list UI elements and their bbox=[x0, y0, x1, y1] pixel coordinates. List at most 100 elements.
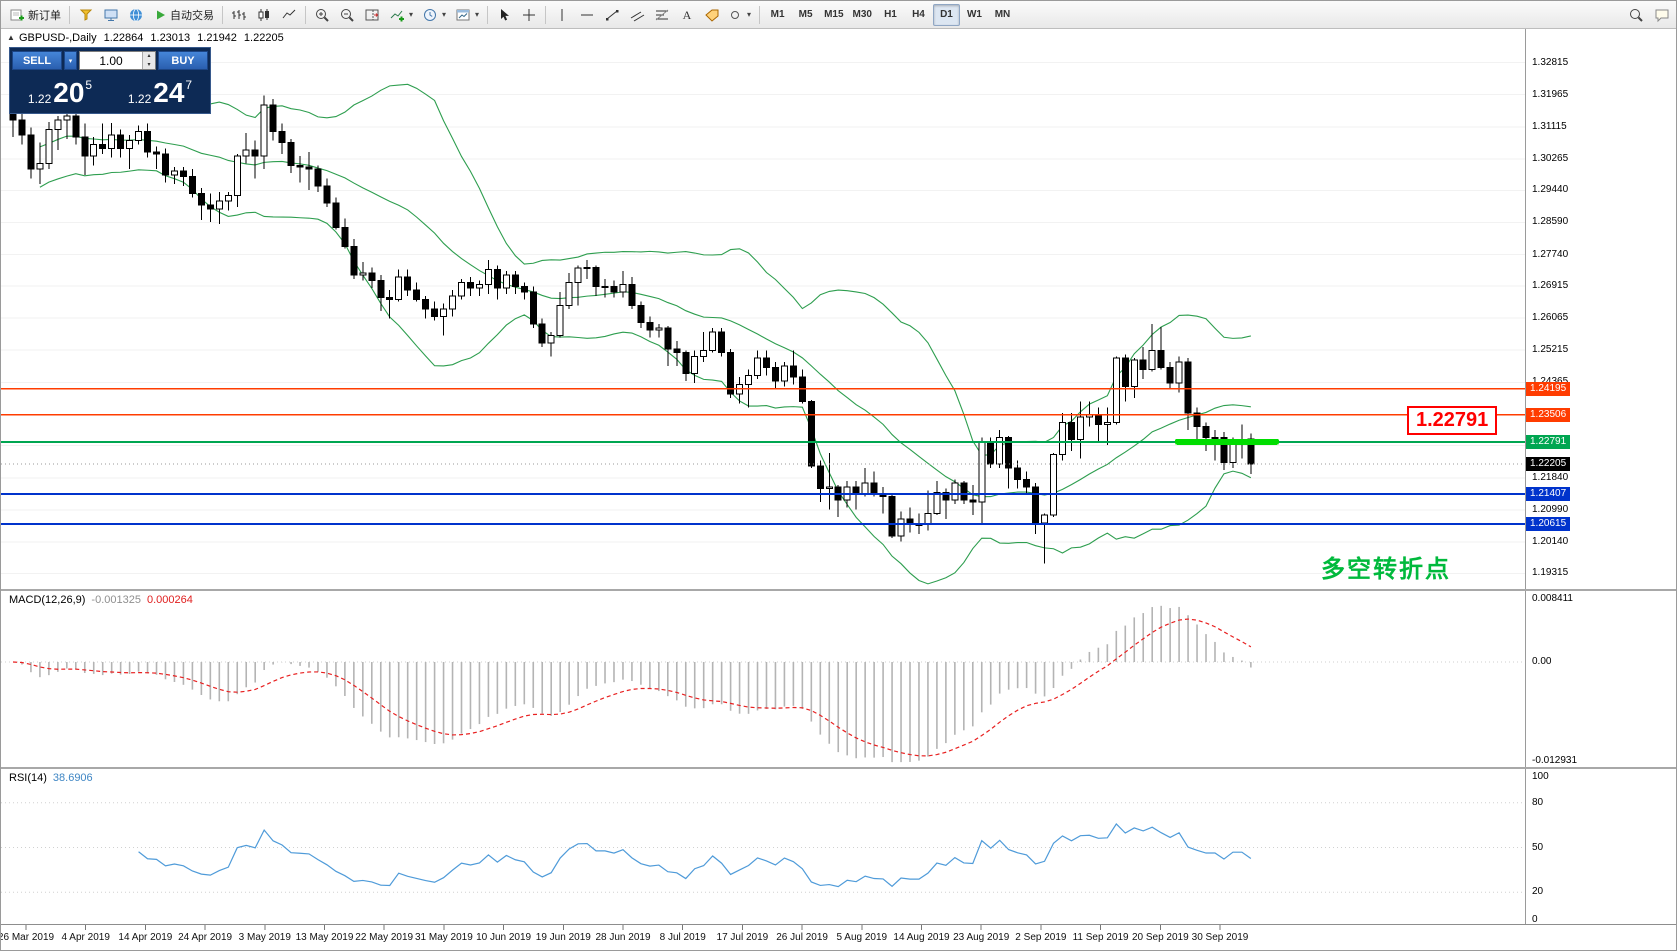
ohlc-close: 1.22205 bbox=[243, 32, 284, 44]
horizontal-line-icon bbox=[581, 14, 594, 15]
templates-dropdown-button[interactable]: ▾ bbox=[451, 4, 483, 26]
metaeditor-icon bbox=[79, 9, 93, 21]
zoom-in-button[interactable] bbox=[310, 4, 334, 26]
volume-value[interactable]: 1.00 bbox=[99, 53, 123, 68]
time-axis-label: 31 May 2019 bbox=[414, 932, 473, 943]
shapes-dropdown-button[interactable]: ▾ bbox=[725, 4, 755, 26]
zoom-out-icon bbox=[341, 8, 354, 22]
timeframe-h4-button[interactable]: H4 bbox=[912, 9, 925, 20]
line-chart-button[interactable] bbox=[277, 4, 301, 26]
chart-shift-button[interactable] bbox=[360, 4, 384, 26]
toolbar-separator bbox=[222, 5, 223, 24]
indicators-dropdown-button[interactable]: ▾ bbox=[385, 4, 417, 26]
price-tick-label: 1.29440 bbox=[1532, 184, 1569, 196]
bar-chart-button[interactable] bbox=[227, 4, 251, 26]
ohlc-open: 1.22864 bbox=[103, 32, 144, 44]
toolbar-separator bbox=[487, 5, 489, 24]
sell-order-dropdown[interactable]: ▾ bbox=[64, 51, 77, 70]
turning-point-note[interactable]: 多空转折点 bbox=[1321, 556, 1451, 583]
toolbar: 新订单 自动交易 ▾ ▾ ▾ A ▾ M1 M5 bbox=[1, 1, 1676, 29]
toolbar-separator bbox=[69, 5, 70, 24]
text-icon: A bbox=[683, 8, 692, 22]
pivot-price-label: 1.22791 bbox=[1526, 434, 1571, 449]
channel-button[interactable] bbox=[625, 4, 649, 26]
pivot-price-callout[interactable]: 1.22791 bbox=[1407, 405, 1498, 435]
price-tick-label: 1.21840 bbox=[1532, 471, 1569, 483]
price-tick-label: 1.31965 bbox=[1532, 88, 1569, 100]
toolbar-right-group bbox=[1624, 4, 1674, 26]
trendline-button[interactable] bbox=[600, 4, 624, 26]
time-axis[interactable]: 26 Mar 2019 4 Apr 2019 14 Apr 2019 24 Apr 2… bbox=[0, 926, 1676, 950]
one-click-collapse-arrow[interactable]: ▲ bbox=[7, 33, 15, 42]
volume-down-button[interactable]: ▾ bbox=[147, 61, 151, 68]
crosshair-button[interactable] bbox=[517, 4, 541, 26]
time-axis-label: 28 Jun 2019 bbox=[595, 932, 651, 943]
time-ticks-layer bbox=[25, 924, 1221, 930]
timeframe-m15-button[interactable]: M15 bbox=[824, 9, 844, 20]
time-axis-label: 26 Jul 2019 bbox=[776, 932, 828, 943]
search-button[interactable] bbox=[1624, 4, 1648, 26]
timeframe-m5-button[interactable]: M5 bbox=[798, 9, 813, 20]
macd-rsi-splitter[interactable] bbox=[1, 767, 1676, 769]
bid-price-label: 1.22205 bbox=[1526, 456, 1571, 471]
timeframe-mn-button[interactable]: MN bbox=[994, 9, 1011, 20]
volume-field[interactable]: 1.00 ▴ ▾ bbox=[79, 51, 156, 70]
horizontal-line-button[interactable] bbox=[575, 4, 599, 26]
time-axis-label: 24 Apr 2019 bbox=[178, 932, 233, 943]
sell-price[interactable]: 1.22 20 5 bbox=[10, 73, 110, 113]
resistance-price-label: 1.23506 bbox=[1526, 407, 1571, 422]
chat-button[interactable] bbox=[1650, 4, 1674, 26]
metaeditor-button[interactable] bbox=[74, 4, 98, 26]
buy-price-pips: 24 bbox=[153, 77, 185, 108]
label-button[interactable] bbox=[700, 4, 724, 26]
chart-shift-icon bbox=[365, 9, 379, 20]
periods-dropdown-button[interactable]: ▾ bbox=[418, 4, 450, 26]
hlines-layer bbox=[1, 387, 1525, 526]
buy-price[interactable]: 1.22 24 7 bbox=[110, 73, 210, 113]
time-axis-label: 14 Aug 2019 bbox=[893, 932, 950, 943]
time-axis-label: 26 Mar 2019 bbox=[0, 932, 55, 943]
timeframe-h1-button[interactable]: H1 bbox=[884, 9, 897, 20]
macd-signal-value: 0.000264 bbox=[146, 594, 193, 606]
grid-layer bbox=[1, 62, 1525, 574]
toolbar-separator bbox=[305, 5, 306, 24]
vertical-line-button[interactable] bbox=[550, 4, 574, 26]
candlestick-chart-button[interactable] bbox=[252, 4, 276, 26]
autotrading-button[interactable]: 自动交易 bbox=[149, 4, 218, 26]
autotrading-play-icon bbox=[157, 10, 165, 19]
resistance-price-label: 1.24195 bbox=[1526, 381, 1571, 396]
trade-prices-row: 1.22 20 5 1.22 24 7 bbox=[10, 73, 210, 113]
community-button[interactable] bbox=[124, 4, 148, 26]
cursor-button[interactable] bbox=[492, 4, 516, 26]
trendline-icon bbox=[606, 9, 619, 20]
periods-clock-icon bbox=[424, 8, 437, 21]
rsi-name: RSI(14) bbox=[9, 772, 47, 784]
fibonacci-button[interactable] bbox=[650, 4, 674, 26]
label-tag-icon bbox=[705, 9, 719, 22]
chevron-down-icon: ▾ bbox=[442, 10, 447, 19]
timeframe-d1-button[interactable]: D1 bbox=[932, 3, 960, 26]
price-tick-label: 1.31115 bbox=[1532, 120, 1567, 132]
timeframe-m30-button[interactable]: M30 bbox=[852, 9, 872, 20]
text-button[interactable]: A bbox=[675, 4, 699, 26]
macd-axis-label: 0.008411 bbox=[1532, 593, 1573, 604]
toolbar-separator bbox=[759, 5, 761, 24]
time-axis-label: 14 Apr 2019 bbox=[118, 932, 173, 943]
buy-button[interactable]: BUY bbox=[158, 51, 208, 70]
timeframe-m1-button[interactable]: M1 bbox=[770, 9, 785, 20]
price-axis[interactable]: 1.32815 1.31965 1.31115 1.30265 1.29440 1.285… bbox=[1526, 1, 1676, 950]
new-order-button[interactable]: 新订单 bbox=[5, 4, 65, 26]
highlight-segment bbox=[1175, 438, 1279, 445]
sell-button[interactable]: SELL bbox=[12, 51, 62, 70]
svg-text:A: A bbox=[683, 8, 692, 22]
crosshair-icon bbox=[523, 8, 536, 21]
terminal-button[interactable] bbox=[99, 4, 123, 26]
volume-up-button[interactable]: ▴ bbox=[147, 53, 151, 60]
shapes-icon bbox=[731, 10, 740, 19]
zoom-out-button[interactable] bbox=[335, 4, 359, 26]
main-macd-splitter[interactable] bbox=[1, 589, 1676, 591]
symbol-period-label: GBPUSD-,Daily bbox=[19, 32, 97, 44]
timeframe-w1-button[interactable]: W1 bbox=[966, 9, 982, 20]
price-axis-border bbox=[1525, 29, 1526, 924]
